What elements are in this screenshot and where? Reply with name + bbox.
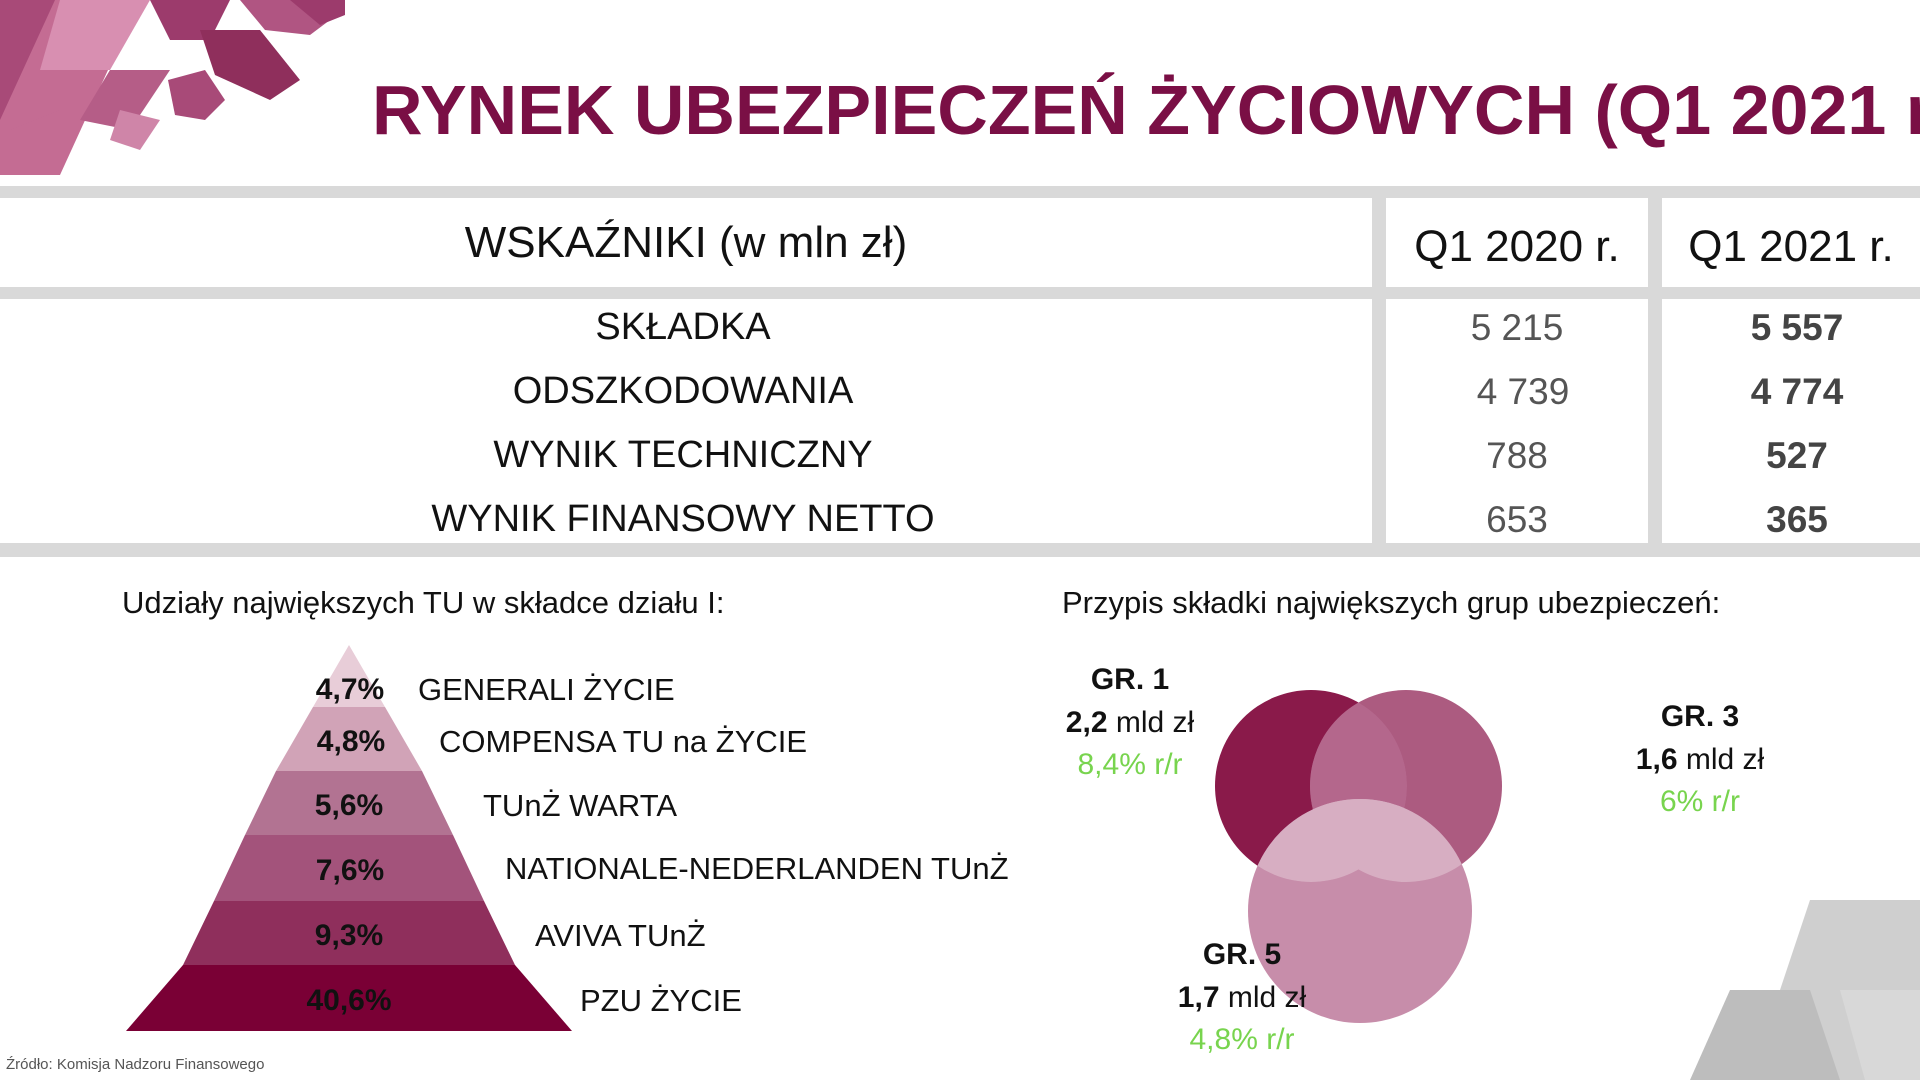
group-value-number: 2,2 (1065, 706, 1108, 739)
group-value-unit: mld zł (1107, 706, 1195, 739)
venn-group-3: GR. 3 1,6 mld zł 6% r/r (1620, 700, 1780, 819)
group-name: GR. 5 (1202, 938, 1282, 971)
group-value: 2,2 mld zł (1050, 706, 1210, 740)
group-value: 1,6 mld zł (1620, 743, 1780, 777)
row-label: WYNIK FINANSOWY NETTO (431, 498, 935, 540)
pyramid-level-4 (214, 835, 484, 901)
table-column-divider-1 (1372, 198, 1386, 543)
venn-title: Przypis składki największych grup ubezpi… (1062, 585, 1721, 620)
pyramid-level-6 (126, 965, 572, 1031)
value-q1-2021: 365 (1766, 499, 1828, 540)
value-q1-2020: 653 (1486, 499, 1548, 540)
venn-group-5: GR. 5 1,7 mld zł 4,8% r/r (1162, 938, 1322, 1057)
value-q1-2021: 527 (1766, 435, 1828, 476)
pyramid-chart (126, 645, 572, 1031)
table-column-divider-2 (1648, 198, 1662, 543)
pyramid-title: Udziały największych TU w składce działu… (122, 585, 725, 620)
pyramid-level-1 (313, 645, 385, 707)
pyramid-company: AVIVA TUnŻ (535, 918, 706, 953)
pyramid-company: PZU ŻYCIE (580, 983, 742, 1018)
value-q1-2020: 5 215 (1470, 307, 1564, 348)
value-q1-2020: 788 (1486, 435, 1548, 476)
pyramid-company: GENERALI ŻYCIE (418, 672, 675, 707)
pyramid-company: COMPENSA TU na ŻYCIE (439, 724, 808, 759)
value-q1-2020: 4 739 (1476, 371, 1570, 412)
decorative-shapes-bottom (1690, 900, 1920, 1080)
value-q1-2021: 5 557 (1750, 307, 1844, 348)
group-name: GR. 3 (1660, 700, 1740, 733)
venn-group-1: GR. 1 2,2 mld zł 8,4% r/r (1050, 663, 1210, 782)
group-name: GR. 1 (1090, 663, 1170, 696)
row-label: ODSZKODOWANIA (512, 370, 854, 412)
group-growth: 6% r/r (1659, 785, 1740, 818)
table-bottom-border (0, 543, 1920, 557)
group-value-number: 1,7 (1177, 981, 1220, 1014)
value-q1-2021: 4 774 (1750, 371, 1844, 412)
group-value: 1,7 mld zł (1162, 981, 1322, 1015)
group-value-unit: mld zł (1677, 743, 1765, 776)
table-header-indicators: WSKAŹNIKI (w mln zł) (464, 218, 908, 267)
group-growth: 8,4% r/r (1077, 748, 1183, 781)
pyramid-pct: 4,8% (316, 725, 386, 758)
group-value-unit: mld zł (1219, 981, 1307, 1014)
group-value-number: 1,6 (1635, 743, 1678, 776)
pyramid-pct: 40,6% (306, 984, 392, 1017)
table-header-border (0, 287, 1920, 299)
table-top-border (0, 186, 1920, 198)
table-header-q1-2020: Q1 2020 r. (1414, 222, 1620, 271)
source-note: Źródło: Komisja Nadzoru Finansowego (6, 1056, 265, 1073)
pyramid-level-5 (183, 901, 515, 965)
table-header-q1-2021: Q1 2021 r. (1688, 222, 1894, 271)
pyramid-pct: 7,6% (315, 854, 385, 887)
pyramid-company: NATIONALE-NEDERLANDEN TUnŻ (505, 851, 1009, 886)
venn-diagram (1215, 690, 1502, 1023)
pyramid-level-3 (245, 771, 453, 835)
page-title: RYNEK UBEZPIECZEŃ ŻYCIOWYCH (Q1 2021 r.) (372, 71, 1920, 149)
pyramid-company: TUnŻ WARTA (483, 788, 678, 823)
decorative-cubes-top (0, 0, 345, 175)
pyramid-pct: 9,3% (314, 919, 384, 952)
pyramid-level-2 (276, 707, 422, 771)
group-growth: 4,8% r/r (1189, 1023, 1295, 1056)
row-label: SKŁADKA (595, 306, 771, 348)
row-label: WYNIK TECHNICZNY (493, 434, 873, 476)
pyramid-pct: 5,6% (314, 789, 384, 822)
pyramid-pct: 4,7% (315, 673, 385, 706)
